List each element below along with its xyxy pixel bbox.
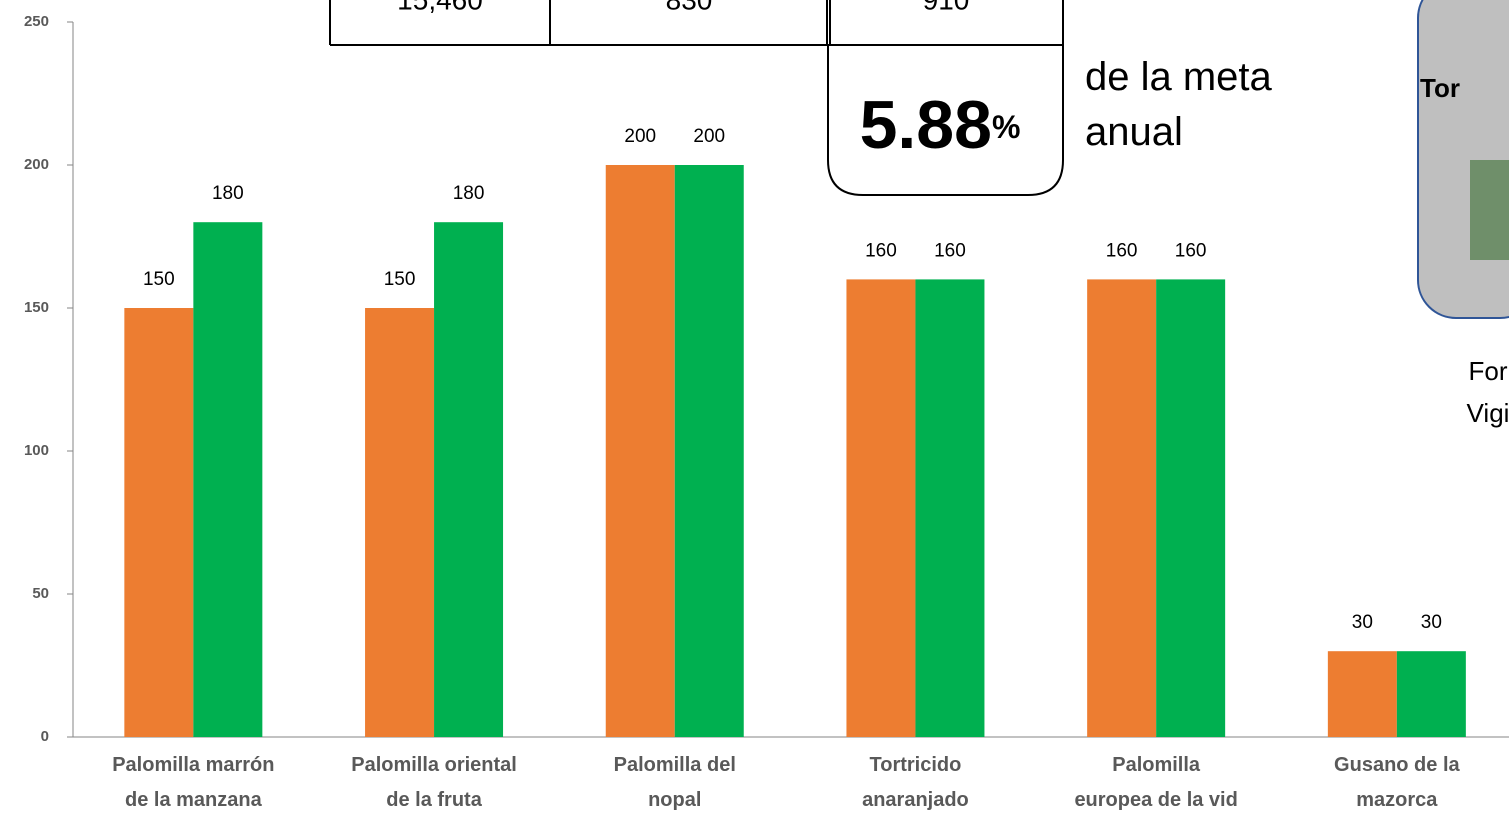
y-tick-label: 50 (32, 585, 49, 602)
bar (1327, 651, 1397, 737)
value-label: 180 (212, 183, 244, 204)
x-tick-label: Palomilla oriental de la fruta (351, 754, 517, 811)
y-tick-label: 250 (24, 13, 49, 30)
bar (605, 165, 675, 737)
side-panel-caption: For Vigi (1466, 356, 1509, 428)
side-panel (1417, 0, 1509, 319)
value-label: 30 (1421, 612, 1442, 633)
value-label: 160 (934, 240, 966, 261)
callout-unit: % (992, 109, 1020, 145)
callout-value: 5.88% (860, 87, 1021, 163)
x-tick-label: Palomilla marrón de la manzana (112, 754, 275, 811)
bar (1087, 279, 1157, 737)
value-label: 160 (1106, 240, 1138, 261)
bar (1396, 651, 1466, 737)
y-tick-label: 150 (24, 299, 49, 316)
value-label: 200 (693, 126, 725, 147)
x-tick-label: Gusano de la mazorca (1334, 754, 1460, 811)
y-tick-label: 200 (24, 156, 49, 173)
value-label: 30 (1352, 612, 1373, 633)
table-cell: 830 (666, 0, 713, 15)
table (329, 0, 1064, 196)
y-tick-label: 0 (41, 728, 49, 745)
value-label: 150 (384, 269, 416, 290)
value-label: 160 (865, 240, 897, 261)
bar (846, 279, 916, 737)
callout-caption: de la meta anual (1085, 55, 1272, 154)
x-tick-label: Palomilla del nopal (613, 754, 736, 811)
bar (365, 308, 435, 737)
bar (1156, 279, 1226, 737)
thumbnail (1470, 160, 1509, 260)
value-label: 150 (143, 269, 175, 290)
x-tick-label: Tortricido anaranjado (862, 754, 969, 811)
bar (434, 222, 504, 737)
x-tick-label: Palomilla europea de la vid (1074, 754, 1238, 811)
bar (674, 165, 744, 737)
table-cell: 15,460 (397, 0, 483, 15)
bar (193, 222, 263, 737)
bar (124, 308, 194, 737)
side-panel-title: Tor (1420, 73, 1460, 103)
value-label: 160 (1175, 240, 1207, 261)
value-label: 180 (453, 183, 485, 204)
value-label: 200 (624, 126, 656, 147)
table-cell: 910 (923, 0, 970, 15)
y-tick-label: 100 (24, 442, 49, 459)
bar (915, 279, 985, 737)
callout-number: 5.88 (860, 87, 992, 163)
